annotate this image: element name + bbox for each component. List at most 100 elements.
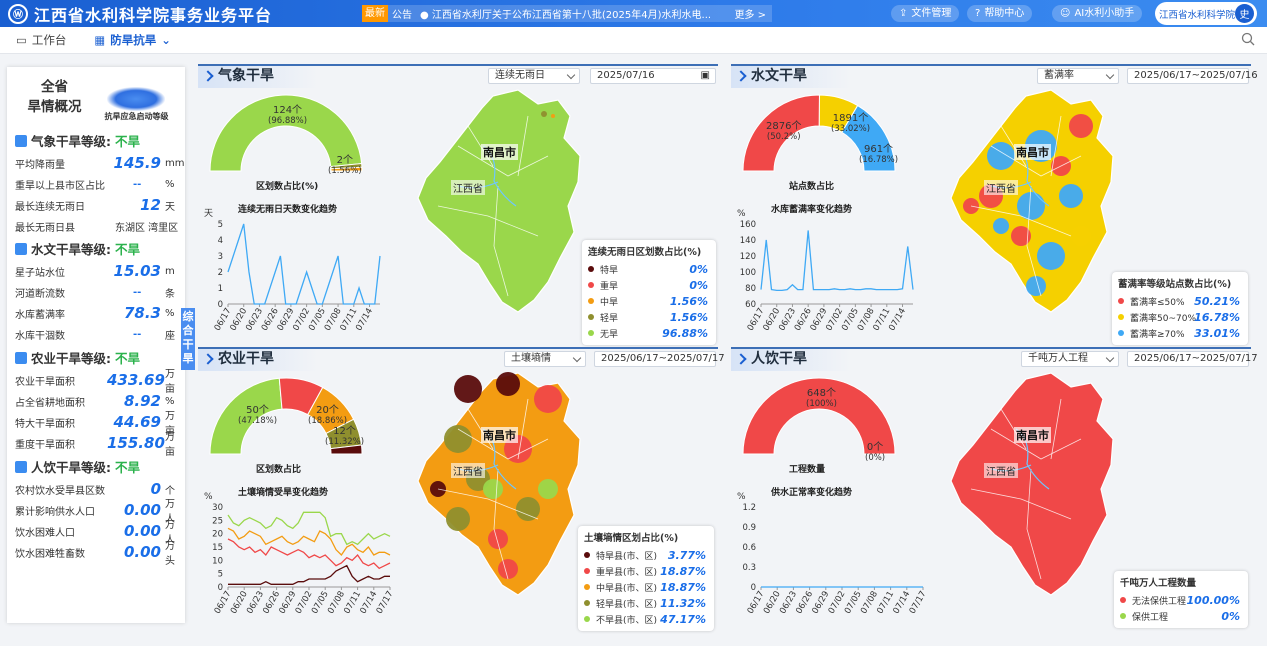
stat-label: 农业干旱面积 — [15, 376, 75, 388]
gauge-chart — [742, 94, 896, 172]
legend-panel: 千吨万人工程数量 无法保供工程 100.00% 保供工程 0% — [1114, 571, 1248, 628]
district-region[interactable] — [483, 479, 503, 499]
district-region[interactable] — [454, 375, 482, 403]
legend-item[interactable]: 保供工程 0% — [1120, 608, 1242, 624]
legend-item[interactable]: 蓄满率≥70% 33.01% — [1118, 325, 1242, 341]
series-line[interactable] — [227, 223, 381, 305]
legend-dot — [588, 266, 594, 272]
district-region[interactable] — [1026, 276, 1046, 296]
district-region[interactable] — [1011, 226, 1031, 246]
legend-item[interactable]: 中旱县(市、区) 18.87% — [584, 579, 708, 595]
district-region[interactable] — [446, 507, 470, 531]
legend-item[interactable]: 轻旱 1.56% — [588, 309, 710, 325]
city-label-nanchang: 南昌市 — [1014, 144, 1051, 160]
gauge-title: 工程数量 — [789, 465, 826, 475]
province-map[interactable] — [398, 86, 598, 318]
province-region — [950, 372, 1114, 596]
ai-assistant-button[interactable]: ☺ AI水利小助手 — [1052, 5, 1143, 22]
legend-label: 重旱县(市、区) — [596, 567, 658, 578]
legend-dot — [584, 568, 590, 574]
district-region[interactable] — [516, 497, 540, 521]
stat-unit: 万人 — [165, 499, 175, 525]
legend-item[interactable]: 无法保供工程 100.00% — [1120, 592, 1242, 608]
gauge-segment[interactable] — [330, 444, 363, 455]
legend-item[interactable]: 重旱县(市、区) 18.87% — [584, 563, 708, 579]
legend-value: 0% — [689, 262, 708, 276]
legend-item[interactable]: 无旱 96.88% — [588, 325, 710, 341]
gauge-segment[interactable] — [841, 104, 896, 172]
series-line[interactable] — [228, 564, 390, 585]
province-map[interactable] — [931, 86, 1131, 318]
district-region[interactable] — [444, 425, 472, 453]
app-logo[interactable]: Ⓦ 江西省水利科学院事务业务平台 — [8, 2, 272, 26]
district-region[interactable] — [551, 114, 555, 118]
district-region[interactable] — [534, 385, 562, 413]
indicator-select[interactable]: 千吨万人工程 — [1021, 351, 1119, 367]
y-axis-label: % — [204, 492, 213, 502]
legend-item[interactable]: 特旱 0% — [588, 261, 710, 277]
gauge-count: 20个 — [316, 405, 339, 416]
district-region[interactable] — [538, 479, 558, 499]
district-region[interactable] — [488, 529, 508, 549]
legend-value: 96.88% — [662, 326, 708, 340]
district-region[interactable] — [1059, 184, 1083, 208]
gauge-segment[interactable] — [742, 377, 896, 455]
notice-text[interactable]: ● 江西省水利厅关于公布江西省第十八批(2025年4月)水利水电... — [420, 10, 712, 21]
district-region[interactable] — [541, 111, 547, 117]
boundary-line — [990, 428, 1082, 460]
comprehensive-drought-tab[interactable]: 综合干旱 — [181, 308, 195, 370]
district-region[interactable] — [1037, 242, 1065, 270]
boundary-line — [990, 145, 1082, 177]
help-center-button[interactable]: ? 帮助中心 — [967, 5, 1033, 22]
gauge-segment[interactable] — [209, 94, 363, 172]
file-management-button[interactable]: ⇪ 文件管理 — [891, 5, 960, 22]
province-label: 江西省 — [984, 180, 1018, 195]
indicator-select[interactable]: 连续无雨日 — [488, 68, 580, 84]
gauge-count: 2876个 — [766, 121, 802, 132]
series-line[interactable] — [227, 527, 391, 557]
legend-label: 保供工程 — [1132, 612, 1169, 623]
indicator-select[interactable]: 土壤墒情 — [504, 351, 586, 367]
gauge-segment[interactable] — [330, 166, 363, 172]
date-range-picker[interactable]: 2025/06/17~2025/07/16 — [1127, 68, 1258, 84]
district-region[interactable] — [1069, 114, 1093, 138]
indicator-select[interactable]: 蓄满率 — [1037, 68, 1119, 84]
legend-item[interactable]: 特旱县(市、区) 3.77% — [584, 547, 708, 563]
province-label: 江西省 — [984, 463, 1018, 478]
legend-item[interactable]: 蓄满率≤50% 50.21% — [1118, 293, 1242, 309]
district-region[interactable] — [1071, 226, 1091, 246]
series-line[interactable] — [760, 230, 914, 292]
nav-drought[interactable]: ▦ 防旱抗旱 ⌄ — [94, 33, 171, 47]
district-region[interactable] — [498, 559, 518, 579]
stat-row: 水库干涸数 -- 座 — [15, 326, 180, 342]
province-map[interactable] — [398, 369, 598, 601]
search-icon[interactable] — [1241, 32, 1255, 46]
legend-item[interactable]: 不旱县(市、区) 47.17% — [584, 611, 708, 627]
gauge-percent: (33.02%) — [831, 124, 871, 134]
stat-unit: 万亩 — [165, 369, 175, 395]
notice-more-link[interactable]: 更多 > — [734, 10, 766, 21]
province-map[interactable] — [931, 369, 1131, 601]
legend-item[interactable]: 中旱 1.56% — [588, 293, 710, 309]
user-menu[interactable]: 江西省水利科学院 史 — [1155, 2, 1257, 25]
stat-label: 农村饮水受旱县区数 — [15, 485, 105, 497]
district-region[interactable] — [993, 218, 1009, 234]
notice-bar[interactable]: 最新 公告 ● 江西省水利厅关于公布江西省第十八批(2025年4月)水利水电..… — [362, 5, 772, 22]
series-line[interactable] — [227, 538, 391, 570]
avatar[interactable]: 史 — [1235, 4, 1254, 23]
district-region[interactable] — [987, 142, 1015, 170]
stat-unit: 万亩 — [165, 432, 175, 458]
emergency-level-emblem — [107, 87, 165, 111]
district-region[interactable] — [1017, 192, 1045, 220]
series-line[interactable] — [227, 511, 391, 546]
district-region[interactable] — [496, 372, 520, 396]
y-tick-label: 5 — [218, 220, 223, 230]
legend-item[interactable]: 重旱 0% — [588, 277, 710, 293]
date-range-picker[interactable]: 2025/06/17~2025/07/17 — [1127, 351, 1258, 367]
gauge-count: 1891个 — [832, 113, 869, 124]
date-picker[interactable]: 2025/07/16 ▣ — [590, 68, 716, 84]
date-range-picker[interactable]: 2025/06/17~2025/07/17 — [594, 351, 725, 367]
legend-item[interactable]: 蓄满率50~70% 16.78% — [1118, 309, 1242, 325]
nav-workbench[interactable]: ▭ 工作台 — [16, 33, 67, 47]
legend-item[interactable]: 轻旱县(市、区) 11.32% — [584, 595, 708, 611]
